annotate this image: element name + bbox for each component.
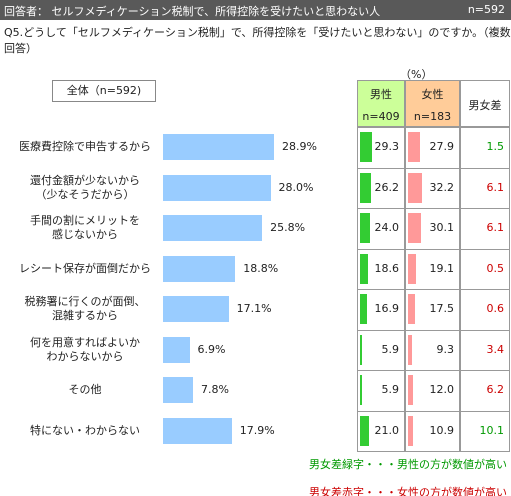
table-value: 6.1: [486, 180, 505, 194]
value-label: 28.9%: [282, 140, 317, 154]
table-value: 24.0: [374, 221, 400, 235]
cell-bar: [408, 213, 421, 244]
table-value: 27.9: [429, 140, 455, 154]
header-bar: [0, 0, 511, 20]
table-value: 19.1: [429, 261, 455, 275]
bar: [163, 336, 190, 363]
table-value: 5.9: [381, 383, 400, 397]
table-value: 21.0: [374, 423, 400, 437]
cell-bar: [408, 294, 416, 325]
bar: [163, 215, 263, 242]
value-label: 17.1%: [236, 302, 272, 316]
category-label: レシート保存が面倒だから: [19, 261, 151, 275]
cell-bar: [408, 375, 414, 406]
table-header-name: 女性: [421, 88, 444, 101]
cell-bar: [408, 132, 420, 163]
cell-bar: [360, 415, 369, 446]
unit: （%）: [400, 68, 433, 81]
value-label: 25.8%: [270, 221, 306, 235]
table-value: 16.9: [374, 302, 400, 316]
note: 男女差赤字・・・女性の方が数値が高い: [309, 486, 507, 496]
table-value: 0.5: [486, 261, 505, 275]
table-header-cell: [460, 80, 510, 127]
table-cell: [405, 410, 460, 452]
question: Q5.どうして「セルフメディケーション税制」で、所得控除を「受けたいと思わない」…: [4, 26, 511, 55]
cell-bar: [360, 375, 363, 406]
table-header-cell: [357, 80, 405, 127]
table-value: 6.2: [486, 383, 505, 397]
cell-bar: [360, 334, 363, 365]
value-label: 17.9%: [239, 423, 275, 437]
table-cell: [357, 410, 405, 452]
table-value: 29.3: [374, 140, 400, 154]
table-value: 18.6: [374, 261, 400, 275]
bar: [163, 377, 193, 404]
value-label: 28.0%: [278, 180, 314, 194]
bar: [163, 255, 236, 282]
cell-bar: [360, 132, 373, 163]
bar: [163, 134, 274, 161]
bar: [163, 417, 232, 444]
table-value: 3.4: [486, 342, 505, 356]
category-label: 税務署に行くのが面倒、 混雑するから: [24, 295, 146, 323]
table-value: 6.1: [486, 221, 505, 235]
category-label: その他: [68, 383, 102, 397]
value-label: 6.9%: [197, 342, 226, 356]
respondent: 回答者： セルフメディケーション税制で、所得控除を受けたいと思わない人: [4, 5, 381, 18]
cell-bar: [360, 294, 368, 325]
table-value: 10.1: [479, 423, 505, 437]
category-label: 特にない・わからない: [30, 423, 140, 437]
category-label: 何を用意すればよいか わからないから: [30, 335, 140, 363]
cell-bar: [408, 334, 412, 365]
note: 男女差緑字・・・男性の方が数値が高い: [309, 458, 507, 471]
table-header-name: 男性: [370, 88, 392, 101]
cell-bar: [360, 172, 371, 203]
table-value: 17.5: [429, 302, 455, 316]
category-label: 手間の割にメリットを 感じないから: [30, 214, 140, 242]
table-header-name: 男女差: [468, 99, 502, 112]
cell-bar: [408, 253, 417, 284]
category-label: 医療費控除で申告するから: [19, 140, 151, 154]
table-value: 5.9: [381, 342, 400, 356]
table-value: 10.9: [429, 423, 455, 437]
cell-bar: [360, 253, 368, 284]
table-cell: [460, 410, 510, 452]
cell-bar: [408, 172, 422, 203]
sample-size: n=592: [467, 3, 505, 16]
table-header-n: n=409: [362, 110, 400, 123]
table-value: 1.5: [486, 140, 505, 154]
table-value: 26.2: [374, 180, 400, 194]
value-label: 18.8%: [243, 261, 279, 275]
table-header-cell: [405, 80, 460, 127]
cell-bar: [360, 213, 371, 244]
table-value: 0.6: [486, 302, 505, 316]
table-value: 30.1: [429, 221, 455, 235]
value-label: 7.8%: [200, 383, 229, 397]
table-value: 32.2: [429, 180, 455, 194]
cell-bar: [408, 415, 413, 446]
bar: [163, 296, 229, 323]
legend: 全体（n=592): [52, 80, 156, 102]
table-value: 9.3: [436, 342, 455, 356]
table-header-n: n=183: [413, 110, 452, 123]
bar: [163, 174, 271, 201]
category-label: 還付金額が少ないから （少なそうだから）: [30, 173, 140, 201]
table-value: 12.0: [429, 383, 455, 397]
